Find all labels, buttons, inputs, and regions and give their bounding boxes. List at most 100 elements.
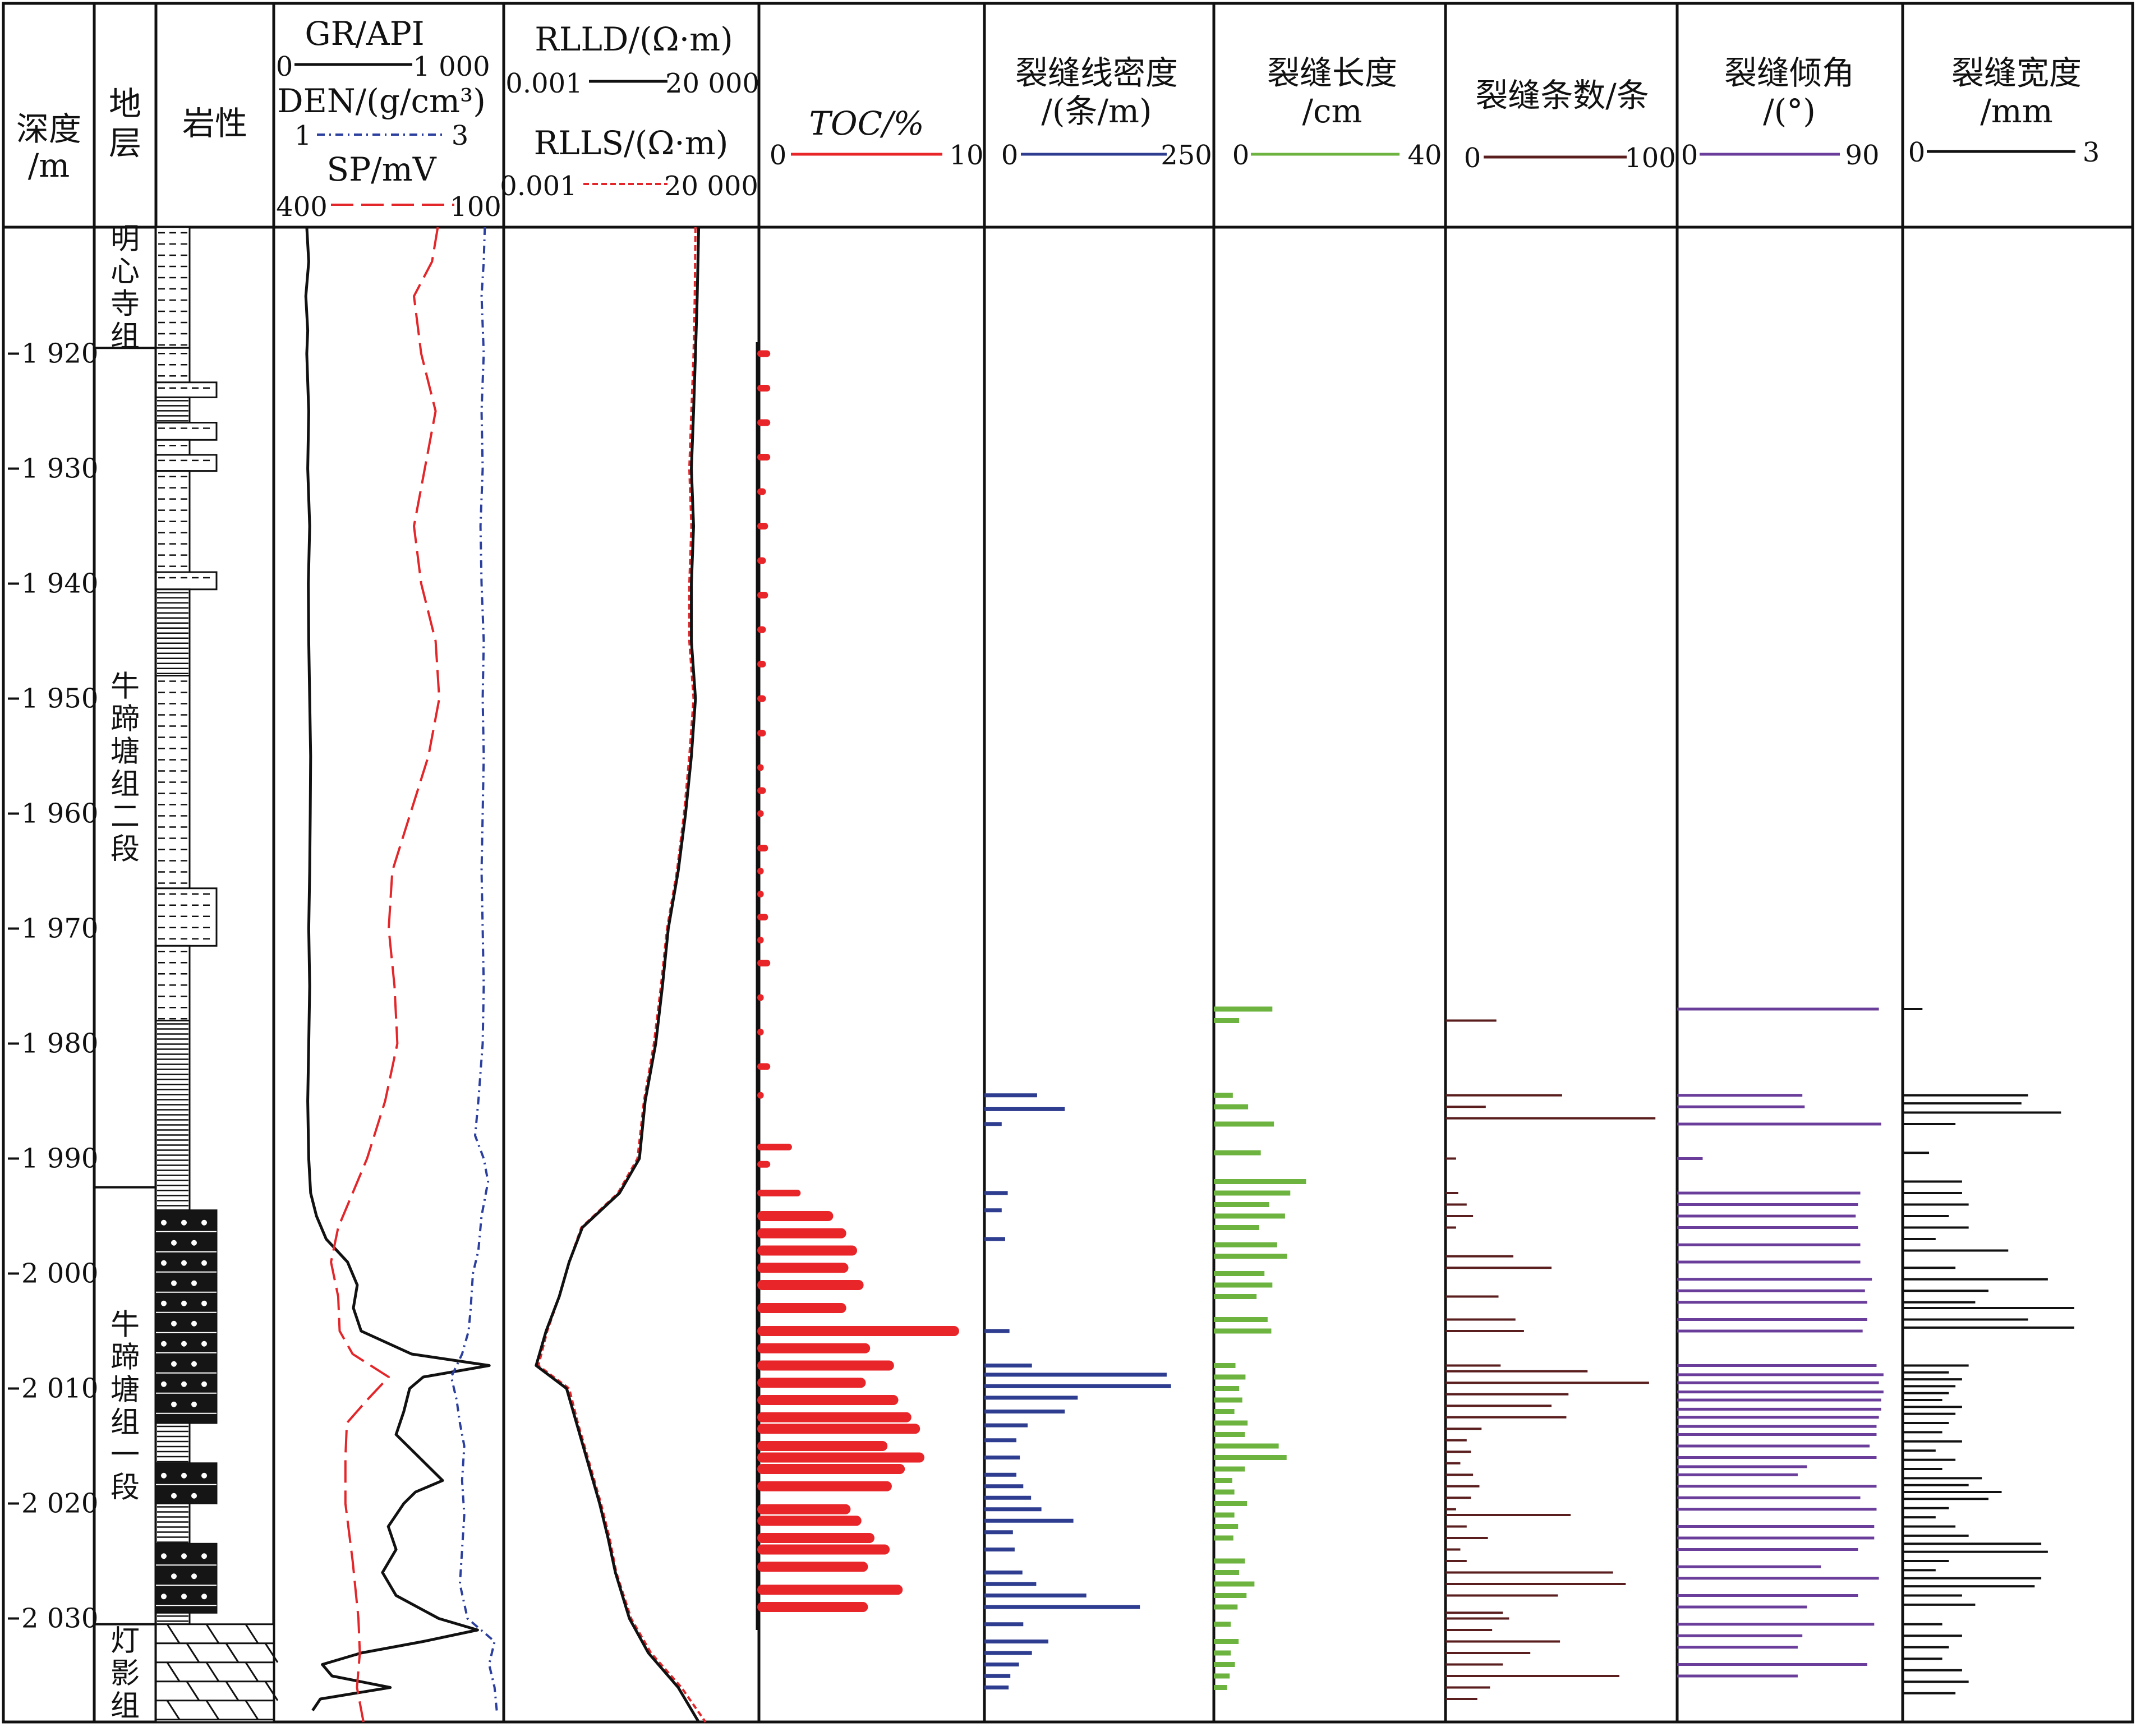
lith-hatch xyxy=(166,1661,181,1682)
depth-tick-label: 2 030 xyxy=(21,1603,98,1634)
strat-header-2: 层 xyxy=(109,124,141,162)
toc-bar xyxy=(757,787,766,794)
lith-dot xyxy=(181,1381,187,1387)
lithology-bed xyxy=(155,1623,275,1723)
rlls-curve xyxy=(537,227,707,1723)
formation-name: 牛蹄塘组二段 xyxy=(111,670,140,867)
lithology-column xyxy=(155,226,279,1723)
toc-bar xyxy=(757,1326,959,1336)
toc-bar xyxy=(757,661,766,667)
depth-tick-label: 1 990 xyxy=(21,1143,98,1175)
lith-dot xyxy=(191,1320,197,1327)
toc-bar xyxy=(757,1245,858,1256)
toc-bar xyxy=(757,1424,920,1434)
depth-tick-label: 1 960 xyxy=(21,798,98,830)
toc-bar xyxy=(757,1441,888,1451)
lith-hatch xyxy=(166,1700,181,1720)
lith-dot xyxy=(181,1219,187,1226)
lithology-bed xyxy=(155,571,218,591)
depth-tick-label: 1 920 xyxy=(21,338,98,370)
lith-dot xyxy=(161,1472,167,1479)
lith-dot xyxy=(201,1219,207,1226)
frac-length-track xyxy=(1214,1006,1306,1690)
frac-dip-scale-min: 0 xyxy=(1681,140,1698,171)
lith-dot xyxy=(191,1280,197,1286)
frac-width-track xyxy=(1903,1008,2074,1694)
lith-dot xyxy=(201,1341,207,1347)
sp-curve xyxy=(330,227,441,1723)
lith-hatch xyxy=(245,1700,259,1720)
toc-bar xyxy=(757,1360,894,1371)
sp-scale-max: 100 xyxy=(450,191,501,223)
gr-scale-min: 0 xyxy=(276,51,293,82)
toc-bar xyxy=(757,626,766,633)
toc-bar xyxy=(757,1092,764,1099)
lith-hatch xyxy=(205,1700,220,1720)
toc-bar xyxy=(757,488,766,495)
den-curve xyxy=(450,227,498,1711)
rlld-scale-max: 20 000 xyxy=(665,68,759,99)
lith-dot xyxy=(201,1260,207,1266)
toc-bar xyxy=(757,1452,924,1463)
depth-header-label: 深度 xyxy=(16,110,81,148)
lithology-bed xyxy=(155,439,191,456)
lith-hatch xyxy=(225,1642,240,1663)
toc-bar xyxy=(757,1395,899,1405)
lith-dot xyxy=(161,1219,167,1226)
toc-bar xyxy=(757,1516,862,1526)
toc-track xyxy=(756,342,959,1630)
lith-fill xyxy=(156,1463,217,1504)
lith-hatch xyxy=(225,1680,240,1701)
rlld-header: RLLD/(Ω·m) xyxy=(535,20,733,58)
rlld-scale-min: 0.001 xyxy=(505,68,582,99)
toc-header: TOC/% xyxy=(809,104,924,142)
frac-width-scale-max: 3 xyxy=(2083,137,2100,168)
gr-header: GR/API xyxy=(305,15,424,53)
lith-dot xyxy=(181,1594,187,1600)
formation-name: 明心寺组 xyxy=(111,223,140,354)
frac-count-scale-min: 0 xyxy=(1464,142,1481,174)
toc-bar xyxy=(757,1228,846,1238)
lith-hatch xyxy=(264,1642,279,1663)
lith-dot xyxy=(181,1472,187,1479)
frac-density-header: 裂缝线密度 xyxy=(1015,54,1178,92)
lithology-bed xyxy=(155,945,191,1021)
toc-bar xyxy=(757,730,766,736)
frac-density-scale-min: 0 xyxy=(1001,140,1019,171)
depth-header-unit: /m xyxy=(28,146,70,185)
rlls-header: RLLS/(Ω·m) xyxy=(534,124,729,162)
lithology-header: 岩性 xyxy=(182,104,247,142)
toc-bar xyxy=(757,1063,771,1070)
lith-dot xyxy=(201,1594,207,1600)
lith-dot xyxy=(201,1553,207,1559)
lith-dot xyxy=(161,1381,167,1387)
lith-hatch xyxy=(245,1623,259,1644)
lith-hatch xyxy=(205,1661,220,1682)
toc-bar xyxy=(757,385,771,392)
frac-length-unit: /cm xyxy=(1302,92,1362,130)
toc-bar xyxy=(757,1585,903,1595)
toc-bar xyxy=(757,419,771,426)
lith-dot xyxy=(181,1260,187,1266)
den-header: DEN/(g/cm³) xyxy=(277,82,486,120)
lith-dot xyxy=(171,1493,177,1499)
toc-bar xyxy=(757,1378,866,1388)
depth-tick-label: 1 940 xyxy=(21,568,98,600)
toc-bar xyxy=(757,1533,874,1543)
sp-header: SP/mV xyxy=(326,150,436,188)
formation-name: 牛蹄塘组一段 xyxy=(111,1308,140,1504)
toc-bar xyxy=(757,1211,834,1221)
lithology-bed xyxy=(155,422,218,441)
lith-hatch xyxy=(245,1661,259,1682)
toc-scale-max: 10 xyxy=(949,140,983,171)
lith-hatch xyxy=(264,1680,279,1701)
lith-dot xyxy=(191,1240,197,1246)
toc-bar xyxy=(757,1481,892,1491)
frac-dip-scale-max: 90 xyxy=(1845,140,1879,171)
toc-bar xyxy=(757,1412,912,1422)
column-dividers xyxy=(93,3,1904,1722)
depth-tick-label: 2 010 xyxy=(21,1373,98,1405)
